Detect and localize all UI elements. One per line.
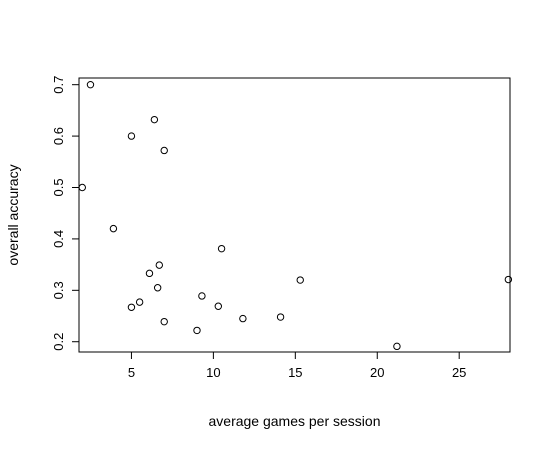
data-point — [217, 244, 226, 253]
y-tick-label: 0.7 — [51, 76, 66, 94]
data-point — [135, 298, 144, 306]
data-point — [296, 276, 304, 284]
data-point — [153, 284, 162, 292]
data-point — [193, 326, 201, 335]
y-tick-label: 0.2 — [51, 333, 66, 351]
y-tick-label: 0.6 — [51, 127, 66, 145]
y-tick-label: 0.5 — [51, 178, 66, 196]
y-tick-label: 0.4 — [51, 230, 66, 248]
x-tick-label: 20 — [370, 365, 384, 380]
data-point — [239, 314, 247, 323]
data-point — [504, 275, 513, 284]
data-point — [393, 342, 401, 351]
data-point — [276, 313, 285, 321]
x-tick-label: 5 — [128, 365, 135, 380]
data-points — [78, 80, 513, 351]
data-point — [155, 261, 164, 269]
x-axis: 5 10 15 20 25 — [128, 351, 466, 380]
data-point — [86, 80, 95, 89]
data-point — [109, 224, 118, 233]
y-axis-title: overall accuracy — [5, 164, 21, 265]
y-axis: 0.2 0.3 0.4 0.5 0.6 0.7 — [51, 76, 80, 351]
data-point — [150, 115, 159, 124]
data-point — [127, 132, 136, 140]
data-point — [160, 146, 168, 155]
x-tick-label: 15 — [288, 365, 302, 380]
x-tick-label: 10 — [206, 365, 220, 380]
data-point — [78, 183, 86, 192]
data-point — [160, 317, 168, 326]
x-tick-label: 25 — [452, 365, 466, 380]
data-point — [214, 302, 222, 310]
y-tick-label: 0.3 — [51, 281, 66, 299]
data-point — [127, 303, 136, 311]
x-axis-title: average games per session — [209, 413, 381, 429]
data-point — [198, 292, 206, 300]
data-point — [145, 269, 154, 278]
